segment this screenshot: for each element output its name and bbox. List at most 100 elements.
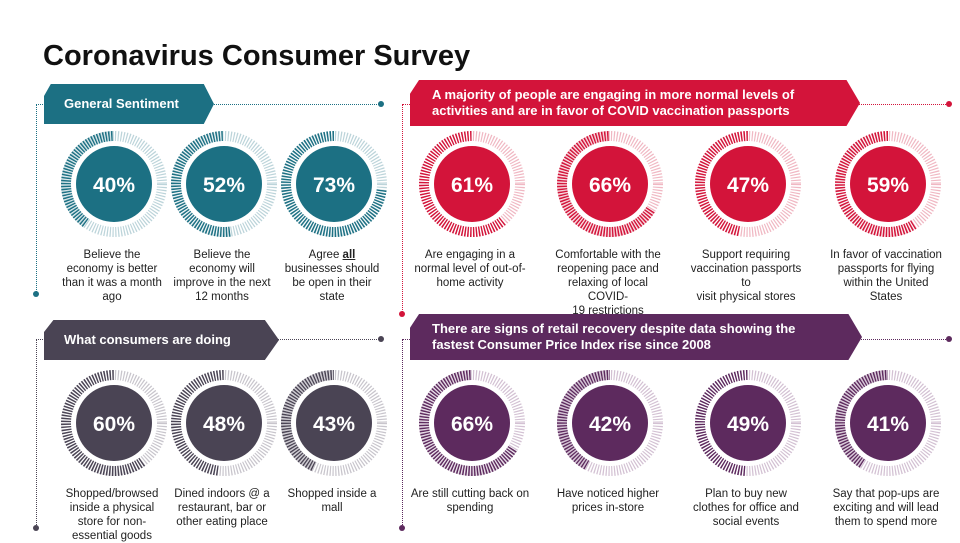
caption-line: reopening pace and [557,263,659,275]
general-percent-1: 40% [93,174,135,197]
caption-line: Believe the [193,249,251,261]
caption-line: Shopped inside a [287,488,377,500]
general-percent-3: 73% [313,174,355,197]
retail-ring-track-3 [695,370,801,476]
doing-dot-bottom [33,525,39,531]
caption-line: spending [446,502,494,514]
normal-ring-track-3 [695,131,801,237]
retail-ring-track-1 [419,370,525,476]
general-disc-3 [296,146,372,222]
general-rail [36,104,37,294]
doing-disc-1 [76,385,152,461]
general-donut-3: 73% [281,131,387,237]
retail-percent-4: 41% [867,413,909,436]
retail-ring-value-1 [419,370,517,476]
doing-percent-1: 60% [93,413,135,436]
retail-percent-3: 49% [727,413,769,436]
general-stat-1: 40% Believe the economy is better than it w… [58,128,178,303]
normal-disc-1 [434,146,510,222]
doing-stat-2: 48% Dined indoors @ a restaurant, bar or ot… [168,367,288,528]
general-disc-1 [76,146,152,222]
caption-line: Say that pop-ups are [832,488,940,500]
normal-donut-4: 59% [835,131,941,237]
normal-dot-bottom [399,311,405,317]
caption-line: visit physical stores [696,291,796,303]
caption-line: relaxing of local COVID- [568,277,648,303]
caption-line: economy will [189,263,255,275]
retail-ring-track-2 [557,370,663,476]
caption-line: Agree all [308,249,356,261]
retail-donut-2: 42% [557,370,663,476]
retail-caption-4: Say that pop-ups are exciting and will le… [826,487,946,529]
retail-ring-value-3 [695,370,749,476]
caption-line: economy is better [66,263,158,275]
normal-percent-3: 47% [727,174,769,197]
retail-caption-1: Are still cutting back on spending [410,487,530,515]
general-ring-value-1 [61,131,115,227]
caption-line: Dined indoors @ a [174,488,270,500]
general-sentiment-banner: General Sentiment [44,84,214,124]
caption-line: inside a physical [69,502,155,514]
doing-percent-2: 48% [203,413,245,436]
caption-line: normal level of out-of- [414,263,526,275]
caption-line: passports for flying [837,263,935,275]
caption-line: them to spend more [834,516,938,528]
general-caption-2: Believe the economy will improve in the ne… [162,248,282,304]
caption-line: other eating place [176,516,268,528]
doing-caption-1: Shopped/browsed inside a physical store fo… [52,487,172,543]
caption-line: than it was a month [62,277,162,289]
retail-ring-value-4 [835,370,889,468]
doing-ring-value-1 [61,370,146,476]
normal-stat-2: 66% Comfortable with the reopening pace an… [554,128,674,317]
general-caption-1: Believe the economy is better than it was … [52,248,172,304]
doing-donut-3: 43% [281,370,387,476]
doing-ring-track-3 [281,370,387,476]
caption-line: In favor of vaccination [830,249,942,261]
caption-line: exciting and will lead [833,502,939,514]
retail-stat-1: 66% Are still cutting back on spending [411,367,536,514]
general-donut-2: 52% [171,131,277,237]
caption-line: Believe the [83,249,141,261]
doing-stat-1: 60% Shopped/browsed inside a physical store… [58,367,178,542]
caption-line: mall [321,502,343,514]
normal-caption-2: Comfortable with the reopening pace and re… [548,248,668,318]
normal-ring-value-2 [557,131,655,237]
retail-rail [402,339,403,529]
general-donut-1: 40% [61,131,167,237]
retail-disc-2 [572,385,648,461]
doing-stat-3: 43% Shopped inside a mall [278,367,398,514]
normal-caption-4: In favor of vaccination passports for fly… [826,248,946,304]
general-ring-track-3 [281,131,387,237]
general-dot-bottom [33,291,39,297]
retail-disc-1 [434,385,510,461]
caption-line: state [319,291,345,303]
retail-disc-3 [710,385,786,461]
general-ring-track-1 [61,131,167,237]
retail-dot-bottom [399,525,405,531]
caption-line: store for non- [77,516,147,528]
retail-percent-1: 66% [451,413,493,436]
retail-stat-4: 41% Say that pop-ups are exciting and will… [832,367,952,528]
caption-line: home activity [436,277,504,289]
normal-ring-track-1 [419,131,525,237]
retail-percent-2: 42% [589,413,631,436]
normal-stat-1: 61% Are engaging in a normal level of out-… [414,128,536,289]
general-ring-value-2 [171,131,231,237]
caption-line: vaccination passports to [690,263,802,289]
doing-disc-2 [186,385,262,461]
doing-donut-1: 60% [61,370,167,476]
general-stat-3: 73% Agree all businesses should be open in … [278,128,398,303]
normal-percent-2: 66% [589,174,631,197]
doing-ring-value-3 [281,370,335,471]
retail-ring-track-4 [835,370,941,476]
caption-line: restaurant, bar or [177,502,267,514]
normal-percent-4: 59% [867,174,909,197]
normal-caption-1: Are engaging in a normal level of out-of-… [410,248,530,290]
doing-donut-2: 48% [171,370,277,476]
retail-ring-value-2 [557,370,611,470]
retail-recovery-banner: There are signs of retail recovery despi… [410,314,862,360]
caption-line: Are still cutting back on [410,488,530,500]
consumers-doing-banner: What consumers are doing [44,320,279,360]
normal-donut-3: 47% [695,131,801,237]
doing-dot-top [378,336,384,342]
